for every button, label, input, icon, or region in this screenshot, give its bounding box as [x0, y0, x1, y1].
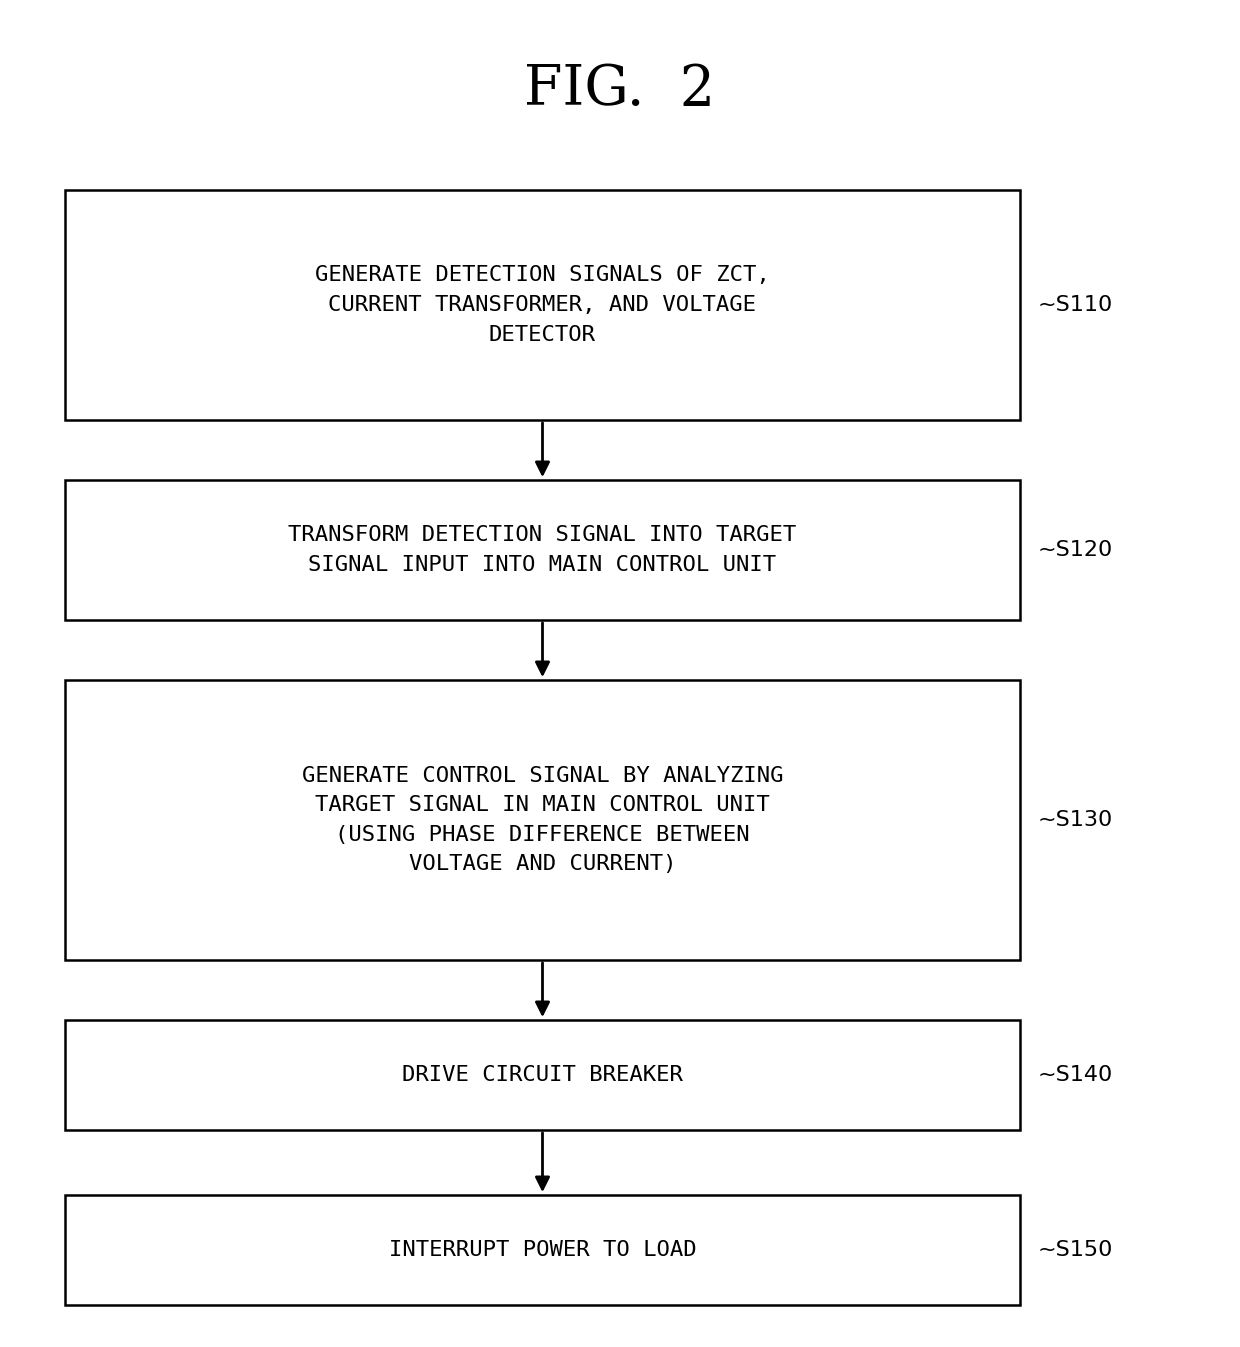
Text: DRIVE CIRCUIT BREAKER: DRIVE CIRCUIT BREAKER: [402, 1065, 683, 1084]
Text: ~S110: ~S110: [1038, 295, 1114, 315]
Text: ~S150: ~S150: [1038, 1241, 1114, 1259]
Text: GENERATE CONTROL SIGNAL BY ANALYZING
TARGET SIGNAL IN MAIN CONTROL UNIT
(USING P: GENERATE CONTROL SIGNAL BY ANALYZING TAR…: [301, 765, 784, 874]
Text: ~S120: ~S120: [1038, 540, 1114, 560]
Text: GENERATE DETECTION SIGNALS OF ZCT,
CURRENT TRANSFORMER, AND VOLTAGE
DETECTOR: GENERATE DETECTION SIGNALS OF ZCT, CURRE…: [315, 265, 770, 345]
Text: ~S130: ~S130: [1038, 810, 1114, 830]
Text: TRANSFORM DETECTION SIGNAL INTO TARGET
SIGNAL INPUT INTO MAIN CONTROL UNIT: TRANSFORM DETECTION SIGNAL INTO TARGET S…: [289, 525, 796, 575]
Bar: [64, 190, 1021, 420]
Text: INTERRUPT POWER TO LOAD: INTERRUPT POWER TO LOAD: [388, 1241, 697, 1259]
Bar: [64, 680, 1021, 960]
Bar: [64, 1020, 1021, 1130]
Text: FIG.  2: FIG. 2: [525, 63, 715, 117]
Bar: [64, 1195, 1021, 1305]
Text: ~S140: ~S140: [1038, 1065, 1114, 1084]
Bar: [64, 480, 1021, 620]
